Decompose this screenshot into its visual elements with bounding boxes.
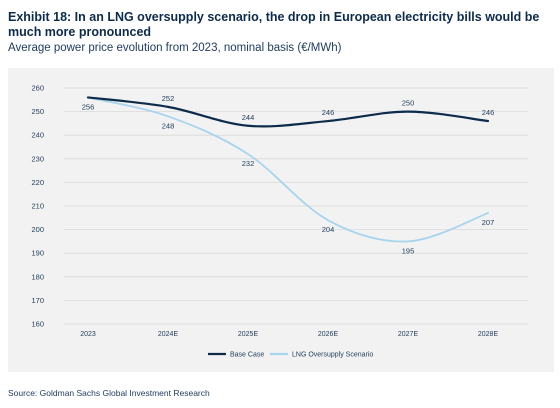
x-tick-label: 2027E [398,331,419,338]
exhibit-title: Exhibit 18: In an LNG oversupply scenari… [8,10,540,39]
source-note: Source: Goldman Sachs Global Investment … [8,388,210,398]
x-tick-label: 2028E [478,331,499,338]
y-tick-label: 210 [31,202,44,211]
legend-label: LNG Oversupply Scenario [292,352,373,359]
y-tick-label: 200 [31,225,44,234]
data-label: 204 [322,225,335,234]
y-tick-label: 220 [31,178,44,187]
x-tick-label: 2023 [80,331,96,338]
line-chart: 160 170 180 190 200 210 220 230 240 250 260 2023 202… [31,84,528,359]
legend-label: Base Case [230,352,264,359]
x-tick-label: 2025E [238,331,259,338]
exhibit-subtitle: Average power price evolution from 2023,… [8,42,342,54]
y-tick-label: 250 [31,107,44,116]
y-tick-label: 160 [31,320,44,329]
data-label: 207 [482,218,495,227]
data-label: 246 [322,108,335,117]
data-label: 246 [482,108,495,117]
data-label: 248 [162,121,175,130]
data-label: 256 [82,102,95,111]
data-label: 232 [242,159,255,168]
data-label: 252 [162,94,175,103]
x-tick-label: 2026E [318,331,339,338]
chart-panel: 160 170 180 190 200 210 220 230 240 250 260 2023 202… [8,68,554,372]
data-label: 244 [242,113,255,122]
series-line-lng-oversupply [87,96,489,243]
y-tick-label: 260 [31,84,44,93]
y-tick-label: 190 [31,249,44,258]
y-tick-label: 230 [31,154,44,163]
y-tick-label: 240 [31,131,44,140]
y-tick-label: 170 [31,296,44,305]
y-tick-label: 180 [31,272,44,281]
data-label: 195 [402,246,415,255]
x-tick-label: 2024E [158,331,179,338]
series-line-base-case [86,96,490,128]
data-label: 250 [402,99,415,108]
